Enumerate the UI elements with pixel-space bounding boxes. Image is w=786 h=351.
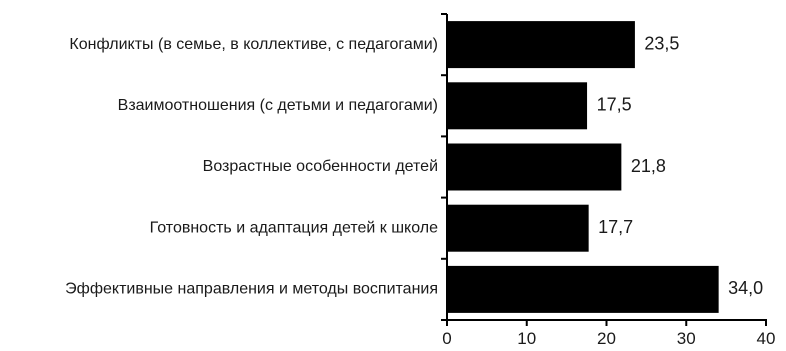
value-label-4: 34,0 (728, 278, 763, 298)
category-labels: Конфликты (в семье, в коллективе, с педа… (65, 36, 438, 298)
category-label-0: Конфликты (в семье, в коллективе, с педа… (69, 36, 438, 53)
x-tick-label-1: 10 (517, 329, 536, 348)
x-tick-label-2: 20 (597, 329, 616, 348)
value-label-0: 23,5 (644, 33, 679, 53)
bar-4 (446, 265, 719, 313)
category-label-3: Готовность и адаптация детей к школе (150, 219, 438, 236)
x-tick-label-3: 30 (677, 329, 696, 348)
bar-2 (446, 143, 622, 191)
x-tick-label-0: 0 (442, 329, 451, 348)
bars-layer (446, 21, 719, 313)
value-label-2: 21,8 (631, 156, 666, 176)
category-label-4: Эффективные направления и методы воспита… (65, 281, 438, 298)
bar-0 (446, 21, 635, 69)
bar-3 (446, 204, 589, 252)
value-label-3: 17,7 (598, 217, 633, 237)
bar-1 (446, 82, 588, 130)
category-label-1: Взаимоотношения (с детьми и педагогами) (118, 97, 438, 114)
value-labels: 23,5 17,5 21,8 17,7 34,0 (597, 33, 764, 298)
value-label-1: 17,5 (597, 95, 632, 115)
category-label-2: Возрастные особенности детей (203, 158, 438, 175)
axes: 0 10 20 30 40 (441, 13, 776, 348)
x-tick-label-4: 40 (757, 329, 776, 348)
